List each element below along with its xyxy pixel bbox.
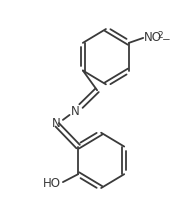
Text: NO: NO	[144, 31, 162, 44]
Text: HO: HO	[43, 177, 61, 190]
Text: −: −	[162, 35, 171, 45]
Text: N: N	[52, 117, 61, 130]
Text: N: N	[71, 105, 80, 118]
Text: 2: 2	[157, 31, 163, 40]
